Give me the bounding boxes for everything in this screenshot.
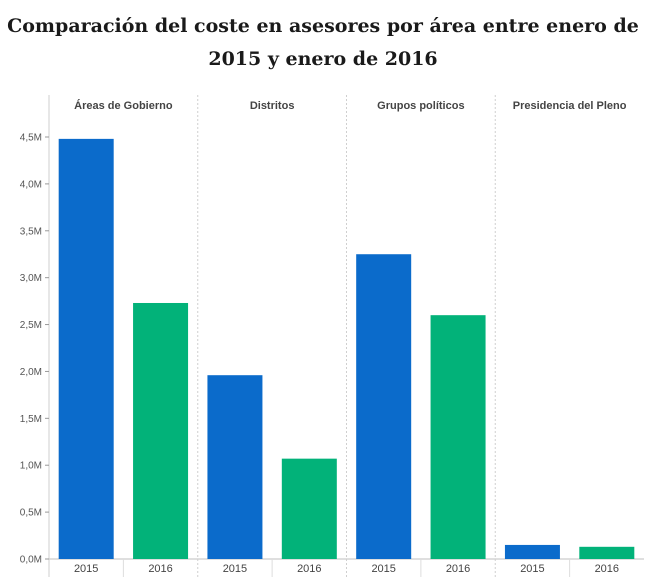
- panel: Distritos 2015 2016: [197, 95, 337, 577]
- bar: [579, 546, 635, 559]
- bar: [133, 302, 189, 559]
- y-tick-label: 4,5M: [20, 133, 42, 144]
- y-tick-label: 4,0M: [20, 179, 42, 190]
- bar: [207, 375, 263, 559]
- bar: [58, 138, 114, 559]
- x-tick-label: 2015: [74, 563, 98, 575]
- y-tick-label: 1,5M: [20, 414, 42, 425]
- x-tick-label: 2016: [148, 563, 172, 575]
- x-tick-label: 2016: [595, 563, 619, 575]
- y-tick-label: 1,0M: [20, 461, 42, 472]
- panel-label: Distritos: [250, 100, 295, 112]
- x-tick-label: 2015: [371, 563, 395, 575]
- panel-label: Grupos políticos: [377, 100, 464, 112]
- y-tick-label: 0,0M: [20, 555, 42, 566]
- panel-label: Presidencia del Pleno: [513, 100, 627, 112]
- y-tick-label: 0,5M: [20, 508, 42, 519]
- x-tick-label: 2016: [297, 563, 321, 575]
- bar: [504, 544, 560, 559]
- y-tick-label: 3,0M: [20, 273, 42, 284]
- bar: [356, 254, 412, 559]
- panel: Grupos políticos 2015 2016: [346, 95, 486, 577]
- panel: Presidencia del Pleno 2015 2016: [494, 95, 635, 577]
- x-tick-label: 2015: [520, 563, 544, 575]
- chart-title: Comparación del coste en asesores por ár…: [7, 15, 639, 70]
- x-tick-label: 2015: [223, 563, 247, 575]
- y-tick-label: 2,0M: [20, 367, 42, 378]
- panel-label: Áreas de Gobierno: [74, 99, 173, 112]
- x-tick-label: 2016: [446, 563, 470, 575]
- y-tick-label: 2,5M: [20, 320, 42, 331]
- bar: [281, 458, 337, 559]
- panel: Áreas de Gobierno 2015 2016: [58, 99, 189, 577]
- bar: [430, 315, 486, 559]
- y-tick-label: 3,5M: [20, 226, 42, 237]
